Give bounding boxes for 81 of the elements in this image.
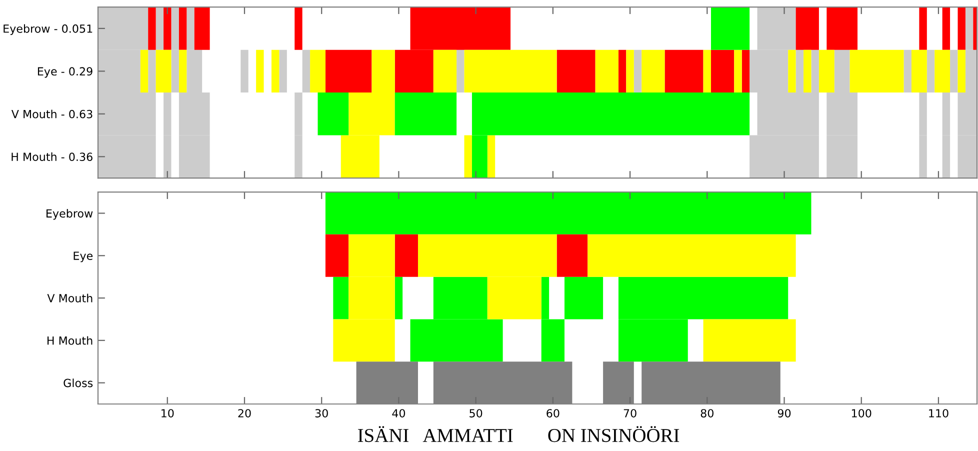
bar [464,135,472,178]
bar [734,50,742,93]
x-tick-label: 70 [624,409,636,418]
bar [642,50,665,93]
bar [240,50,248,93]
bar [325,234,349,277]
bar [626,50,634,93]
bar [325,50,372,93]
bar [302,50,310,93]
x-tick-label: 90 [778,409,791,418]
bar [919,7,927,50]
bar [664,50,704,93]
y-tick-label: V Mouth [47,294,92,302]
x-tick-label: 80 [700,409,714,418]
bar [804,50,812,93]
y-tick-label: Eye [74,252,93,262]
bar [950,50,958,93]
bar [464,50,557,93]
y-tick-label: Gloss [64,378,93,388]
bar [934,50,950,93]
bar [325,192,812,234]
bar [318,92,349,136]
x-tick-label: 50 [470,409,482,418]
y-tick-label: Eyebrow [46,209,93,220]
y-tick-label: Eyebrow - 0.051 [4,24,92,35]
bar [796,7,819,50]
bar [711,50,734,93]
bar [333,276,349,320]
bar [958,7,966,50]
bar [564,276,604,320]
bar [279,50,287,93]
bar [850,50,904,93]
bar [911,50,927,93]
bar [904,50,912,93]
bar [618,50,626,93]
bar [394,92,457,136]
bar [456,50,464,93]
bar [394,234,418,277]
bar [140,50,148,93]
x-tick-label: 30 [315,409,328,418]
bar [634,50,642,93]
bar [164,7,172,50]
x-tick-label: 10 [162,409,174,418]
bar [394,276,403,320]
x-tick-label: 40 [392,409,406,418]
bar [973,7,978,50]
text: ISÄNI AMMATTI ON INSINÖÖRI [358,426,680,442]
x-tick-label: 100 [852,409,872,418]
x-tick-label: 20 [238,409,251,418]
bar [588,234,796,277]
bar [156,50,172,93]
bar [194,7,210,50]
bar [433,50,457,93]
bar [271,50,280,93]
bar [178,7,187,50]
bar [556,50,596,93]
bar [958,50,966,93]
bar [487,135,496,178]
y-tick-label: V Mouth - 0.63 [11,110,92,118]
bar [788,50,796,93]
bar [256,50,264,93]
bar [294,7,302,50]
y-tick-label: Eye - 0.29 [38,67,92,78]
bar [178,50,187,93]
x-tick-label: 110 [929,409,948,418]
bar [595,50,618,93]
bar [148,7,156,50]
y-tick-label: H Mouth - 0.36 [12,152,92,162]
x-tick-label: 60 [546,409,560,418]
bar [926,50,935,93]
bar [310,50,326,93]
bar [156,7,164,50]
y-tick-label: H Mouth [48,336,92,345]
bar [826,7,858,50]
bar [818,50,834,93]
bar [742,50,750,93]
bar [703,50,711,93]
bar [942,7,950,50]
bar [703,319,796,362]
bar [711,7,750,50]
bar [556,234,588,277]
